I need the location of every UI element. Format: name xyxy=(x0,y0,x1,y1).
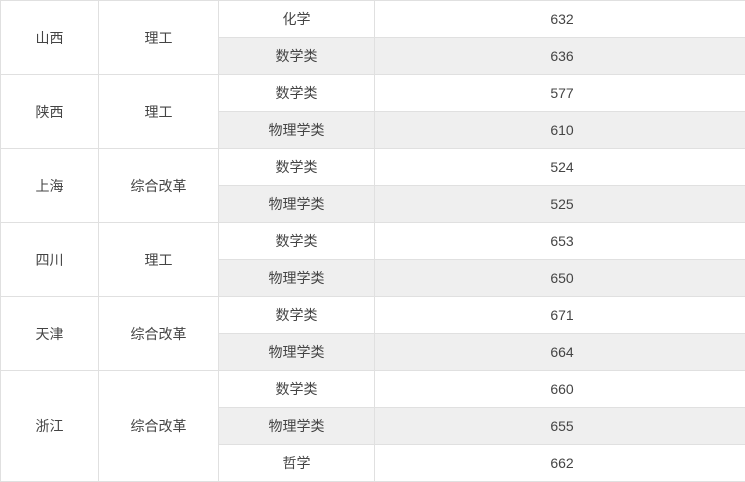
cell-major: 数学类 xyxy=(219,297,375,334)
cell-score: 655 xyxy=(375,408,745,445)
cell-category: 综合改革 xyxy=(99,371,219,482)
cell-category: 理工 xyxy=(99,223,219,297)
cell-province: 陕西 xyxy=(1,75,99,149)
cell-score: 610 xyxy=(375,112,745,149)
cell-major: 物理学类 xyxy=(219,334,375,371)
cell-score: 664 xyxy=(375,334,745,371)
cell-province: 天津 xyxy=(1,297,99,371)
cell-major: 数学类 xyxy=(219,223,375,260)
cell-major: 数学类 xyxy=(219,75,375,112)
cell-province: 山西 xyxy=(1,1,99,75)
cell-province: 四川 xyxy=(1,223,99,297)
cell-score: 632 xyxy=(375,1,745,38)
cell-score: 524 xyxy=(375,149,745,186)
cell-major: 哲学 xyxy=(219,445,375,482)
cell-score: 525 xyxy=(375,186,745,223)
cell-score: 636 xyxy=(375,38,745,75)
cell-province: 上海 xyxy=(1,149,99,223)
cell-category: 综合改革 xyxy=(99,297,219,371)
cell-major: 化学 xyxy=(219,1,375,38)
cell-major: 物理学类 xyxy=(219,186,375,223)
cell-score: 662 xyxy=(375,445,745,482)
cell-score: 660 xyxy=(375,371,745,408)
cell-major: 数学类 xyxy=(219,371,375,408)
cell-score: 671 xyxy=(375,297,745,334)
cell-score: 577 xyxy=(375,75,745,112)
cell-score: 650 xyxy=(375,260,745,297)
cell-score: 653 xyxy=(375,223,745,260)
cell-major: 物理学类 xyxy=(219,260,375,297)
cell-major: 数学类 xyxy=(219,149,375,186)
cell-major: 数学类 xyxy=(219,38,375,75)
cell-province: 浙江 xyxy=(1,371,99,482)
cell-major: 物理学类 xyxy=(219,112,375,149)
cell-category: 综合改革 xyxy=(99,149,219,223)
cell-major: 物理学类 xyxy=(219,408,375,445)
cell-category: 理工 xyxy=(99,75,219,149)
cell-category: 理工 xyxy=(99,1,219,75)
